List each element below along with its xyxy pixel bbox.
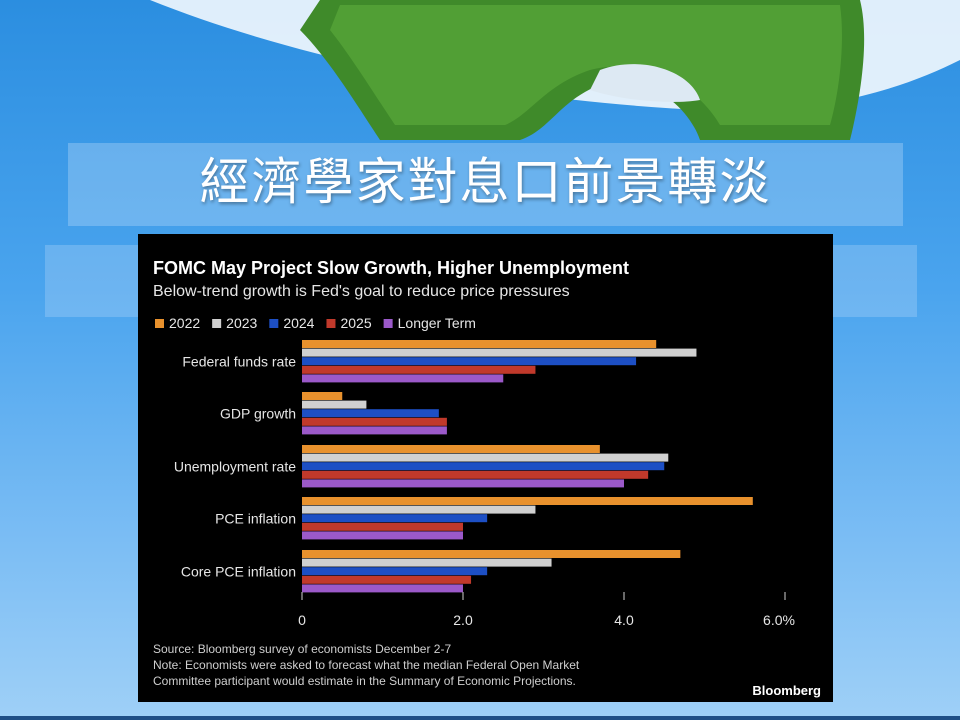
bar-2-2 xyxy=(302,462,665,471)
bar-2-1 xyxy=(302,453,669,462)
bars-group xyxy=(302,340,753,593)
bar-3-1 xyxy=(302,505,536,514)
category-label-4: Core PCE inflation xyxy=(181,564,296,580)
category-labels: Federal funds rate GDP growth Unemployment… xyxy=(174,354,296,580)
bar-4-4 xyxy=(302,584,463,593)
legend-swatch-2 xyxy=(269,319,279,328)
slide-title: 經濟學家對息口前景轉淡 xyxy=(199,153,772,211)
category-label-0: Federal funds rate xyxy=(182,354,296,370)
source-note: Source: Bloomberg survey of economists D… xyxy=(153,642,451,656)
legend-swatch-0 xyxy=(155,319,164,328)
x-tick-label-3: 6.0% xyxy=(763,612,795,628)
legend: 2022 2023 2024 2025 Longer Term xyxy=(155,315,476,331)
x-tick-label-2: 4.0 xyxy=(614,612,634,628)
bar-2-4 xyxy=(302,479,624,488)
bar-1-1 xyxy=(302,400,367,409)
footnote-line-2: Committee participant would estimate in … xyxy=(153,674,576,688)
chart-panel: FOMC May Project Slow Growth, Higher Une… xyxy=(138,234,833,702)
bar-2-3 xyxy=(302,470,649,479)
bar-4-0 xyxy=(302,550,681,558)
bar-0-4 xyxy=(302,374,504,383)
bar-1-3 xyxy=(302,417,447,426)
bar-1-4 xyxy=(302,426,447,435)
footnote-line-1: Note: Economists were asked to forecast … xyxy=(153,658,580,672)
bar-2-0 xyxy=(302,445,600,453)
category-label-2: Unemployment rate xyxy=(174,459,296,475)
chart-title: FOMC May Project Slow Growth, Higher Une… xyxy=(153,258,629,278)
bloomberg-logo: Bloomberg xyxy=(752,683,821,698)
bar-0-0 xyxy=(302,340,657,348)
bar-3-4 xyxy=(302,531,463,540)
bar-4-3 xyxy=(302,575,472,584)
bar-4-2 xyxy=(302,567,488,576)
chart-subtitle: Below-trend growth is Fed's goal to redu… xyxy=(153,283,570,300)
x-axis-ticks: 0 2.0 4.0 6.0% xyxy=(298,592,795,628)
legend-label-4: Longer Term xyxy=(398,315,476,331)
legend-label-0: 2022 xyxy=(169,315,200,331)
legend-swatch-4 xyxy=(383,319,393,328)
legend-label-2: 2024 xyxy=(283,315,314,331)
bar-3-0 xyxy=(302,497,753,505)
bar-0-1 xyxy=(302,348,697,357)
grass-highlight xyxy=(330,5,842,125)
bar-0-3 xyxy=(302,365,536,374)
bar-1-2 xyxy=(302,409,439,418)
legend-label-3: 2025 xyxy=(340,315,371,331)
chart-svg: FOMC May Project Slow Growth, Higher Une… xyxy=(153,258,821,698)
title-band xyxy=(68,143,903,226)
category-label-3: PCE inflation xyxy=(215,511,296,527)
bar-3-2 xyxy=(302,514,488,523)
white-cloud-hole xyxy=(590,64,700,102)
category-label-1: GDP growth xyxy=(220,406,296,422)
legend-label-1: 2023 xyxy=(226,315,257,331)
legend-swatch-3 xyxy=(326,319,336,328)
bar-0-2 xyxy=(302,357,637,366)
x-tick-label-0: 0 xyxy=(298,612,306,628)
bar-3-3 xyxy=(302,522,463,531)
bar-1-0 xyxy=(302,392,343,400)
bottom-rule xyxy=(0,716,960,720)
legend-swatch-1 xyxy=(212,319,222,328)
x-tick-label-1: 2.0 xyxy=(453,612,473,628)
bar-4-1 xyxy=(302,558,552,567)
